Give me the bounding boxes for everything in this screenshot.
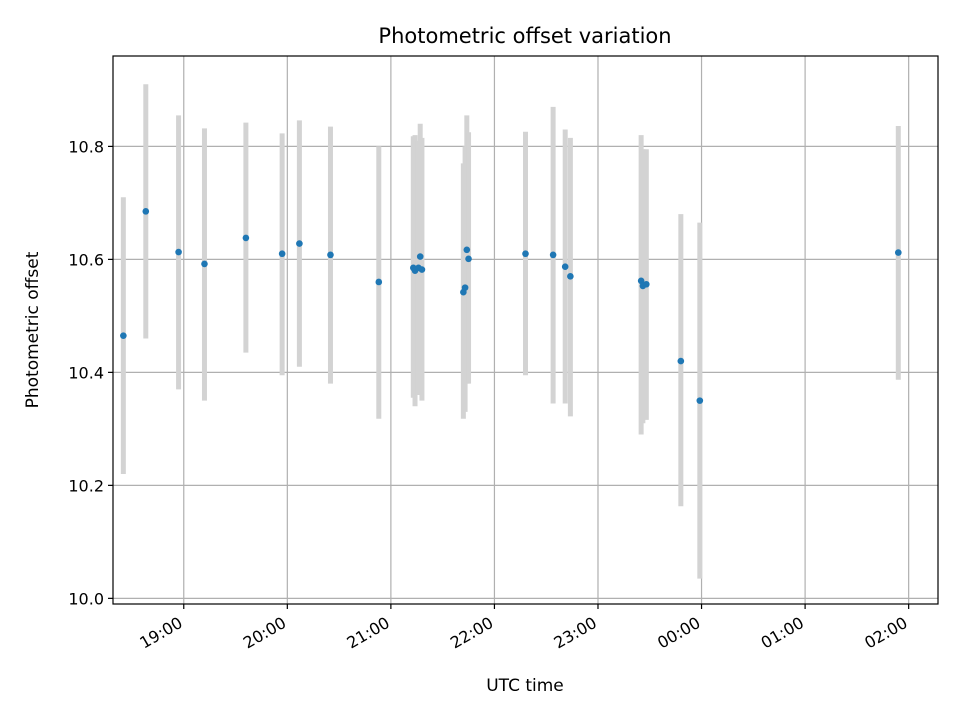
data-point: [416, 253, 424, 260]
data-point: [696, 397, 704, 404]
data-point: [895, 249, 902, 256]
data-points: [120, 208, 902, 404]
data-point: [637, 277, 645, 285]
y-tick-label: 10.6: [68, 250, 104, 269]
data-point: [375, 278, 383, 286]
data-point: [463, 246, 471, 254]
data-point: [465, 255, 472, 263]
y-tick-label: 10.0: [68, 589, 104, 608]
data-point: [242, 234, 250, 242]
y-tick-label: 10.2: [68, 476, 104, 495]
chart-title: Photometric offset variation: [378, 24, 671, 48]
data-point: [201, 260, 208, 268]
data-point: [561, 263, 569, 271]
data-point: [296, 240, 303, 247]
data-point: [567, 273, 574, 280]
data-point: [522, 250, 529, 258]
data-point: [175, 248, 182, 256]
y-tick-label: 10.8: [68, 137, 104, 156]
data-point: [418, 266, 426, 273]
data-point: [461, 284, 469, 291]
y-tick-label: 10.4: [68, 363, 104, 382]
data-point: [278, 250, 286, 258]
data-point: [677, 357, 685, 365]
y-axis-title: Photometric offset: [23, 251, 43, 408]
y-axis-ticks: 10.0 10.2 10.4 10.6 10.8: [68, 137, 113, 608]
plot-frame: [112, 55, 939, 605]
data-point: [643, 280, 650, 288]
x-axis-title: UTC time: [486, 676, 564, 696]
data-point: [142, 208, 150, 215]
data-point: [549, 251, 557, 259]
data-point: [327, 251, 334, 259]
data-point: [120, 332, 127, 339]
